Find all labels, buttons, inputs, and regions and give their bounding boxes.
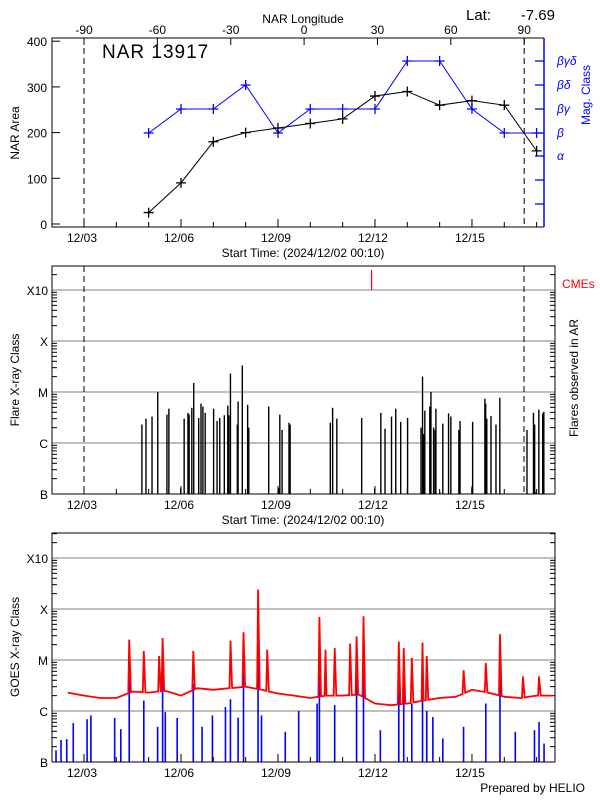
x-tick-label: 12/03 xyxy=(67,231,97,245)
y-tick-label: 400 xyxy=(27,35,47,49)
x-tick-label: 12/03 xyxy=(67,766,97,780)
x-tick-label: 12/06 xyxy=(164,231,194,245)
area-point xyxy=(531,145,542,156)
mag-class-point xyxy=(531,128,542,138)
area-point xyxy=(240,127,251,138)
area-point xyxy=(337,113,348,124)
y-tick-label: 300 xyxy=(27,81,47,95)
y-tick-label: X xyxy=(40,335,48,349)
mag-class-point xyxy=(402,56,413,66)
top-tick-label: -90 xyxy=(75,23,93,37)
mag-class-point xyxy=(369,104,380,114)
x-tick-label: 12/12 xyxy=(358,498,388,512)
y-tick-label: X10 xyxy=(27,284,49,298)
x-tick-label: 12/03 xyxy=(67,498,97,512)
x-tick-label: 12/15 xyxy=(455,498,485,512)
mag-class-point xyxy=(305,104,316,114)
y-tick-label: M xyxy=(38,654,48,668)
plot-frame xyxy=(51,532,556,763)
flare-y2-axis-label: Flares observed in AR xyxy=(567,319,581,437)
latitude-label: Lat: xyxy=(466,7,491,24)
mag-class-point xyxy=(499,128,510,138)
mag-class-point xyxy=(175,104,186,114)
x-tick-label: 12/09 xyxy=(261,498,291,512)
long-channel-line xyxy=(67,589,553,707)
top-tick-label: -30 xyxy=(222,23,240,37)
y-tick-label: C xyxy=(39,705,48,719)
area-point xyxy=(175,177,186,188)
y-tick-label: M xyxy=(38,386,48,400)
flare-x-axis-label: Start Time: (2024/12/02 00:10) xyxy=(222,513,385,527)
x-axis-label: Start Time: (2024/12/02 00:10) xyxy=(222,246,385,260)
top-tick-label: 90 xyxy=(518,23,532,37)
x-tick-label: 12/15 xyxy=(455,766,485,780)
top-tick-label: 0 xyxy=(301,23,308,37)
y2-tick-label: α xyxy=(557,149,565,163)
x-tick-label: 12/12 xyxy=(358,231,388,245)
x-tick-label: 12/12 xyxy=(358,766,388,780)
y-tick-label: X xyxy=(40,603,48,617)
top-axis-label: NAR Longitude xyxy=(262,12,344,26)
plot-frame xyxy=(51,265,556,495)
flare-class-panel: B C M X X10 12/03 12/06 12/09 12/12 12/15 xyxy=(27,265,556,512)
top-tick-label: 30 xyxy=(371,23,385,37)
mag-class-point xyxy=(208,104,219,114)
footer-credit: Prepared by HELIO xyxy=(480,781,585,795)
mag-class-point xyxy=(143,128,154,138)
y2-axis-label: Mag. Class xyxy=(579,65,593,125)
y-axis-label: NAR Area xyxy=(8,106,22,160)
latitude-value: -7.69 xyxy=(521,7,555,24)
flare-y-axis-label: Flare X-ray Class xyxy=(8,334,22,427)
y2-tick-label: βγ xyxy=(556,102,571,116)
x-tick-label: 12/09 xyxy=(261,231,291,245)
y2-tick-label: βδ xyxy=(556,78,571,92)
y2-tick-label: β xyxy=(556,126,564,140)
area-point xyxy=(272,123,283,134)
y-tick-label: 100 xyxy=(27,172,47,186)
x-tick-label: 12/15 xyxy=(455,231,485,245)
x-tick-label: 12/09 xyxy=(261,766,291,780)
goes-y-axis-label: GOES X-ray Class xyxy=(8,597,22,697)
y-tick-label: B xyxy=(40,488,48,502)
nar-area-panel: 12/03 12/06 12/09 12/12 12/15 -90 -60 -30 0 30 60 9… xyxy=(27,23,577,245)
mag-class-point xyxy=(466,104,477,114)
region-title: NAR 13917 xyxy=(102,42,209,63)
x-tick-label: 12/06 xyxy=(164,498,194,512)
area-point xyxy=(402,86,413,97)
goes-xray-panel: B C M X X10 12/03 12/06 12/09 12/12 12/15 xyxy=(27,532,556,780)
y-tick-label: 200 xyxy=(27,127,47,141)
x-tick-label: 12/06 xyxy=(164,766,194,780)
area-point xyxy=(208,136,219,147)
cme-label: CMEs xyxy=(562,277,595,291)
y-tick-label: C xyxy=(39,437,48,451)
top-tick-label: 60 xyxy=(444,23,458,37)
top-tick-label: -60 xyxy=(149,23,167,37)
y-tick-label: 0 xyxy=(40,218,47,232)
area-point xyxy=(434,100,445,111)
y-tick-label: X10 xyxy=(27,552,49,566)
area-point xyxy=(305,118,316,129)
mag-class-point xyxy=(337,104,348,114)
mag-class-point xyxy=(434,56,445,66)
area-point xyxy=(143,207,154,218)
area-point xyxy=(499,100,510,111)
area-point xyxy=(466,95,477,106)
mag-class-point xyxy=(240,80,251,90)
area-point xyxy=(369,91,380,102)
y2-tick-label: βγδ xyxy=(556,54,577,68)
y-tick-label: B xyxy=(40,756,48,770)
